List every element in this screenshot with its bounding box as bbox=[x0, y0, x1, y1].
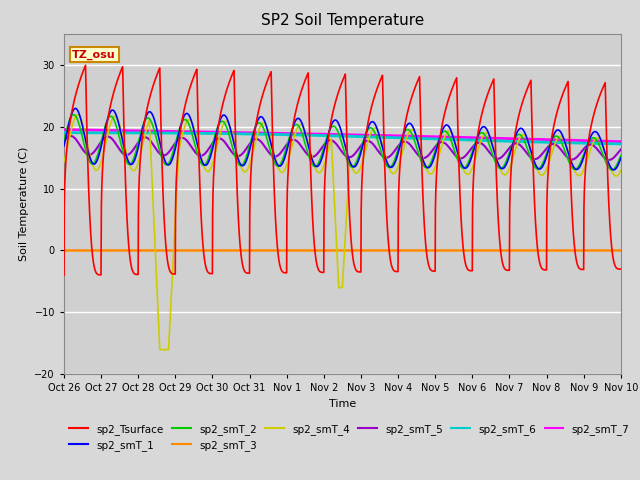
sp2_smT_3 bbox=[436, 248, 444, 253]
sp2_smT_4 bbox=[322, 156, 330, 162]
sp2_smT_2 bbox=[436, 133, 444, 139]
sp2_smT_2 bbox=[499, 165, 507, 170]
sp2_smT_6 bbox=[160, 130, 168, 136]
sp2_smT_3 bbox=[160, 248, 168, 253]
sp2_smT_4 bbox=[156, 347, 164, 352]
sp2_smT_4 bbox=[616, 168, 624, 174]
sp2_smT_7 bbox=[616, 139, 624, 144]
sp2_smT_2 bbox=[322, 138, 330, 144]
sp2_smT_5 bbox=[616, 147, 624, 153]
sp2_smT_2 bbox=[617, 153, 625, 158]
sp2_Tsurface bbox=[60, 272, 68, 278]
sp2_smT_5 bbox=[605, 157, 613, 163]
sp2_smT_2 bbox=[467, 152, 475, 157]
sp2_smT_5 bbox=[322, 140, 330, 146]
sp2_smT_5 bbox=[161, 153, 168, 158]
sp2_Tsurface bbox=[82, 62, 90, 68]
sp2_smT_4 bbox=[468, 168, 476, 173]
sp2_smT_3 bbox=[616, 248, 624, 253]
sp2_smT_3 bbox=[322, 248, 330, 253]
sp2_smT_1 bbox=[161, 156, 168, 162]
sp2_smT_1 bbox=[60, 143, 68, 149]
X-axis label: Time: Time bbox=[329, 399, 356, 409]
sp2_smT_5 bbox=[436, 140, 444, 145]
sp2_smT_2 bbox=[161, 160, 168, 166]
Line: sp2_smT_7: sp2_smT_7 bbox=[64, 130, 621, 142]
sp2_Tsurface bbox=[616, 266, 624, 272]
Line: sp2_smT_1: sp2_smT_1 bbox=[64, 108, 621, 170]
sp2_smT_6 bbox=[322, 133, 330, 139]
sp2_Tsurface bbox=[467, 268, 475, 274]
sp2_smT_4 bbox=[60, 158, 68, 164]
sp2_smT_3 bbox=[499, 248, 506, 253]
sp2_smT_6 bbox=[616, 141, 624, 147]
sp2_smT_6 bbox=[60, 130, 68, 136]
sp2_smT_5 bbox=[60, 138, 68, 144]
Title: SP2 Soil Temperature: SP2 Soil Temperature bbox=[260, 13, 424, 28]
sp2_smT_4 bbox=[436, 147, 444, 153]
sp2_smT_1 bbox=[610, 167, 618, 173]
sp2_smT_1 bbox=[616, 156, 624, 162]
sp2_smT_1 bbox=[467, 156, 475, 161]
sp2_smT_7 bbox=[467, 135, 475, 141]
sp2_smT_6 bbox=[436, 136, 444, 142]
sp2_smT_1 bbox=[499, 166, 507, 171]
sp2_smT_4 bbox=[74, 112, 82, 118]
Line: sp2_smT_2: sp2_smT_2 bbox=[64, 115, 621, 170]
sp2_Tsurface bbox=[499, 261, 507, 267]
sp2_smT_2 bbox=[608, 167, 616, 173]
Line: sp2_Tsurface: sp2_Tsurface bbox=[64, 65, 621, 275]
sp2_smT_7 bbox=[617, 139, 625, 144]
Line: sp2_smT_4: sp2_smT_4 bbox=[64, 115, 621, 349]
sp2_Tsurface bbox=[161, 216, 168, 222]
sp2_smT_5 bbox=[499, 153, 507, 159]
Y-axis label: Soil Temperature (C): Soil Temperature (C) bbox=[19, 147, 29, 261]
sp2_Tsurface bbox=[617, 266, 625, 272]
sp2_smT_2 bbox=[60, 138, 68, 144]
sp2_smT_4 bbox=[499, 171, 507, 177]
sp2_smT_2 bbox=[616, 154, 624, 160]
sp2_smT_5 bbox=[67, 133, 74, 139]
sp2_smT_1 bbox=[72, 106, 79, 111]
sp2_smT_1 bbox=[617, 155, 625, 161]
sp2_smT_5 bbox=[617, 146, 625, 152]
sp2_smT_1 bbox=[322, 142, 330, 147]
sp2_smT_3 bbox=[60, 248, 68, 253]
sp2_smT_1 bbox=[436, 133, 444, 139]
sp2_smT_6 bbox=[467, 137, 475, 143]
Line: sp2_smT_6: sp2_smT_6 bbox=[64, 133, 621, 144]
sp2_smT_3 bbox=[467, 248, 475, 253]
sp2_smT_7 bbox=[436, 134, 444, 140]
sp2_smT_4 bbox=[617, 168, 625, 173]
sp2_smT_4 bbox=[161, 347, 168, 352]
sp2_smT_7 bbox=[60, 127, 68, 132]
sp2_smT_7 bbox=[499, 135, 506, 141]
sp2_Tsurface bbox=[436, 132, 444, 138]
Legend: sp2_Tsurface, sp2_smT_1, sp2_smT_2, sp2_smT_3, sp2_smT_4, sp2_smT_5, sp2_smT_6, : sp2_Tsurface, sp2_smT_1, sp2_smT_2, sp2_… bbox=[69, 424, 629, 451]
sp2_smT_6 bbox=[617, 141, 625, 147]
sp2_smT_2 bbox=[70, 112, 77, 118]
Line: sp2_smT_5: sp2_smT_5 bbox=[64, 136, 621, 160]
sp2_smT_5 bbox=[467, 146, 475, 152]
Text: TZ_osu: TZ_osu bbox=[72, 49, 116, 60]
sp2_smT_7 bbox=[322, 132, 330, 137]
sp2_Tsurface bbox=[322, 161, 330, 167]
sp2_smT_7 bbox=[160, 128, 168, 134]
sp2_smT_3 bbox=[617, 248, 625, 253]
sp2_smT_6 bbox=[499, 138, 506, 144]
